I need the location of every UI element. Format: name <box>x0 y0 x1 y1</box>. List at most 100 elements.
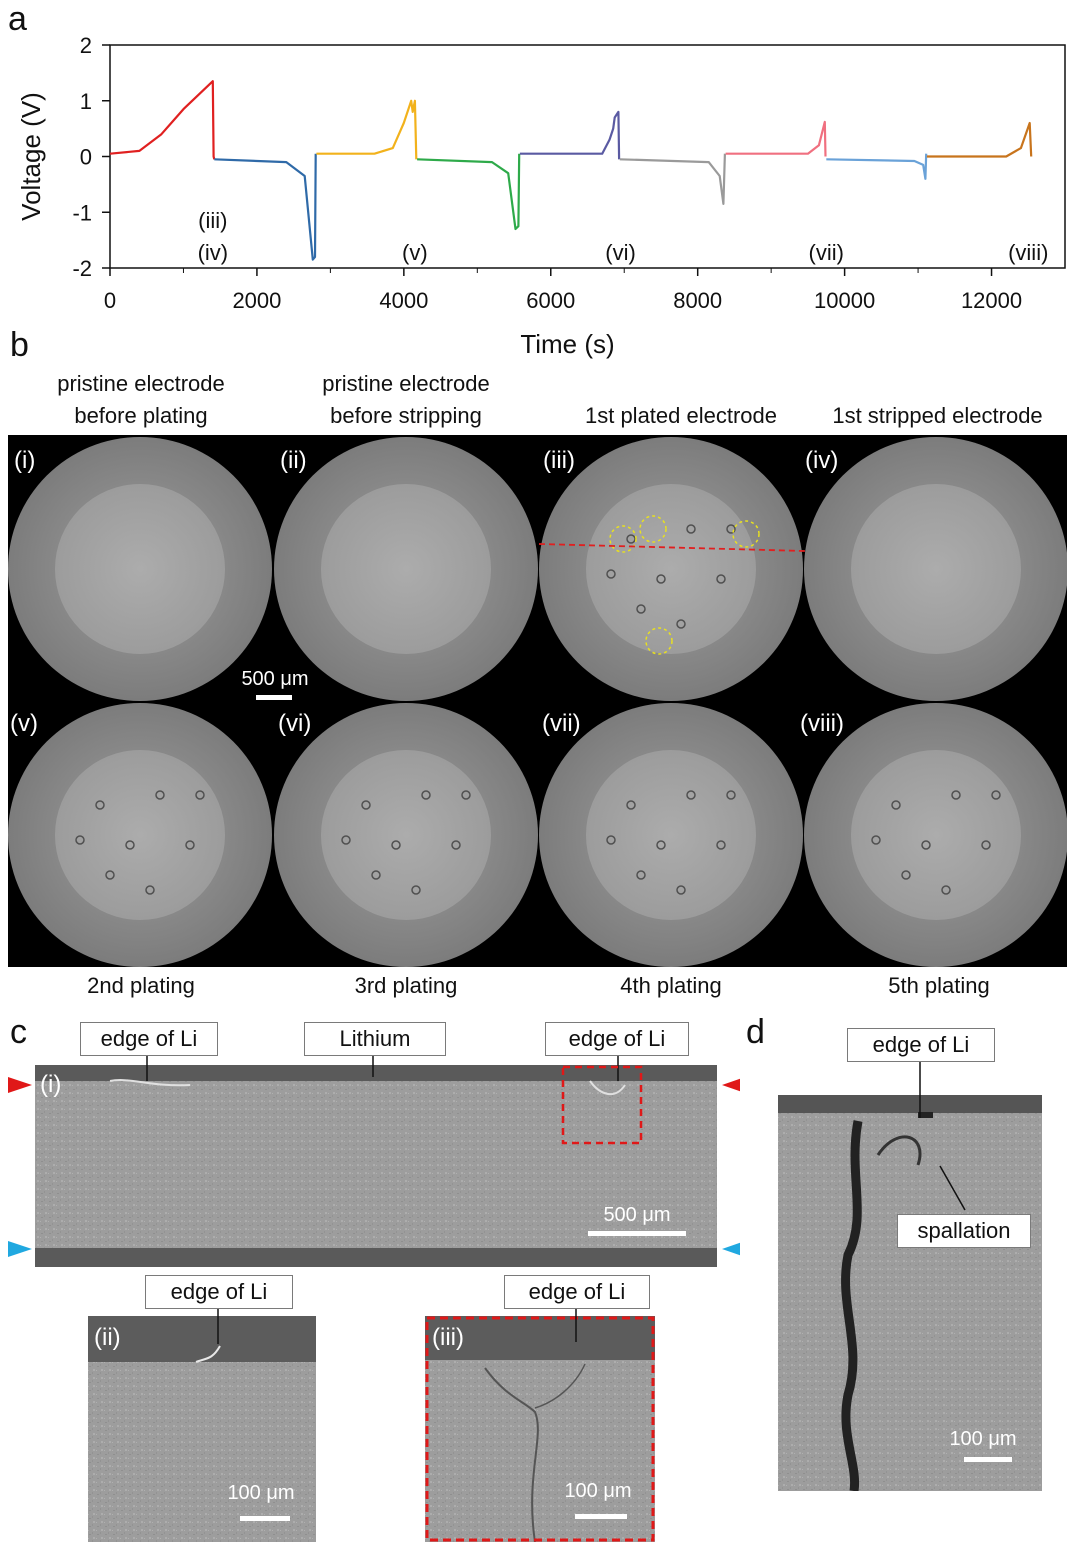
series-line-1 <box>109 80 216 160</box>
annotation-5: (viii) <box>1008 240 1048 265</box>
ct-feature <box>626 800 636 810</box>
leader-ii <box>217 1306 219 1344</box>
label-vi: (vi) <box>278 710 312 737</box>
plot-frame <box>109 44 1066 269</box>
ct-feature <box>901 870 911 880</box>
ct-inner-region-1 <box>55 484 225 654</box>
y-tick-label-0: 2 <box>80 33 92 58</box>
y-tick-label-3: -1 <box>72 200 92 225</box>
series-line-2 <box>214 153 317 261</box>
ct-feature <box>421 790 431 800</box>
scale-label-d: 100 μm <box>949 1428 1017 1450</box>
ct-inner-region-3 <box>586 484 756 654</box>
ct-feature <box>125 840 135 850</box>
scale-label-iii: 100 μm <box>564 1480 632 1502</box>
header-i-line1: pristine electrode <box>57 371 225 396</box>
y-tick-label-2: 0 <box>80 145 92 170</box>
x-tick-label-2: 4000 <box>379 288 428 313</box>
spallation-crack <box>841 1120 863 1491</box>
ct-feature <box>726 524 736 534</box>
spallation-image <box>778 1095 1042 1491</box>
ct-inner-region-6 <box>321 750 491 920</box>
header-i: pristine electrode before plating <box>10 368 272 432</box>
x-tick-label-3: 6000 <box>526 288 575 313</box>
ct-feature <box>656 574 666 584</box>
ct-feature <box>195 790 205 800</box>
ct-feature <box>921 840 931 850</box>
label-vii: (vii) <box>542 710 581 737</box>
ct-feature <box>941 885 951 895</box>
label-v: (v) <box>10 710 38 737</box>
x-tick-label-5: 10000 <box>814 288 875 313</box>
x-axis-label: Time (s) <box>520 329 614 359</box>
header-i-line2: before plating <box>74 403 208 428</box>
ct-feature <box>411 885 421 895</box>
header-iii: 1st plated electrode <box>584 403 778 428</box>
panel-letter-c: c <box>10 1013 27 1051</box>
header-iv: 1st stripped electrode <box>832 403 1043 428</box>
ct-feature <box>75 835 85 845</box>
label-i: (i) <box>14 447 36 474</box>
lithium-layer-top <box>35 1065 717 1081</box>
x-tick-label-4: 8000 <box>673 288 722 313</box>
ct-feature <box>461 790 471 800</box>
ct-feature <box>716 840 726 850</box>
y-axis-label: Voltage (V) <box>16 92 46 221</box>
annotation-4: (vii) <box>809 240 844 265</box>
y-tick-label-4: -2 <box>72 256 92 281</box>
annotation-2: (v) <box>402 240 428 265</box>
zoom-iii-frame <box>425 1316 655 1542</box>
ct-feature <box>371 870 381 880</box>
crack-right <box>589 1080 626 1096</box>
series-line-9 <box>926 121 1033 158</box>
scale-label-c: 500 μm <box>603 1204 671 1226</box>
ct-feature <box>105 870 115 880</box>
series-line-3 <box>316 99 418 160</box>
highlight-circle-3 <box>732 520 760 548</box>
leaders-d <box>919 1058 966 1211</box>
ct-feature <box>686 524 696 534</box>
label-c-iii: (iii) <box>432 1324 464 1351</box>
cross-section-figure <box>8 1055 740 1267</box>
series-line-6 <box>619 153 726 205</box>
ct-feature <box>716 574 726 584</box>
zoom-box <box>561 1065 643 1145</box>
series-line-7 <box>725 120 827 157</box>
ct-feature <box>981 840 991 850</box>
spallation-lithium <box>778 1095 1042 1113</box>
x-tick-label-0: 0 <box>104 288 116 313</box>
footer-viii: 5th plating <box>888 973 990 998</box>
highlight-circle-1 <box>609 525 637 553</box>
ct-feature <box>676 619 686 629</box>
ct-feature <box>391 840 401 850</box>
callout-edge-iii: edge of Li <box>504 1275 650 1309</box>
callout-spallation: spallation <box>897 1214 1031 1248</box>
arrow-bottom-right <box>722 1242 740 1256</box>
label-viii: (viii) <box>800 710 844 737</box>
arrow-bottom-left <box>8 1241 32 1257</box>
ct-slice-grid <box>8 435 1067 967</box>
callout-edge-d: edge of Li <box>847 1028 995 1062</box>
series-line-8 <box>826 153 928 180</box>
zoom-ii-lithium <box>88 1316 316 1362</box>
annotation-0: (iii) <box>198 208 227 233</box>
footer-vii: 4th plating <box>620 973 722 998</box>
ct-feature <box>626 534 636 544</box>
ct-feature <box>185 840 195 850</box>
highlight-circle-2 <box>639 515 667 543</box>
ct-inner-region-7 <box>586 750 756 920</box>
ct-feature <box>951 790 961 800</box>
crack-left <box>109 1079 191 1087</box>
ct-feature <box>451 840 461 850</box>
label-iv: (iv) <box>805 447 839 474</box>
ct-inner-region-4 <box>851 484 1021 654</box>
ct-feature <box>606 835 616 845</box>
ct-feature <box>341 835 351 845</box>
series-line-4 <box>417 153 521 231</box>
callout-edge-left: edge of Li <box>80 1022 218 1056</box>
scale-bar-d <box>964 1457 1012 1462</box>
ct-feature <box>361 800 371 810</box>
footer-vi: 3rd plating <box>354 973 458 998</box>
scale-bar-ii <box>240 1516 290 1521</box>
label-ii: (ii) <box>280 447 307 474</box>
